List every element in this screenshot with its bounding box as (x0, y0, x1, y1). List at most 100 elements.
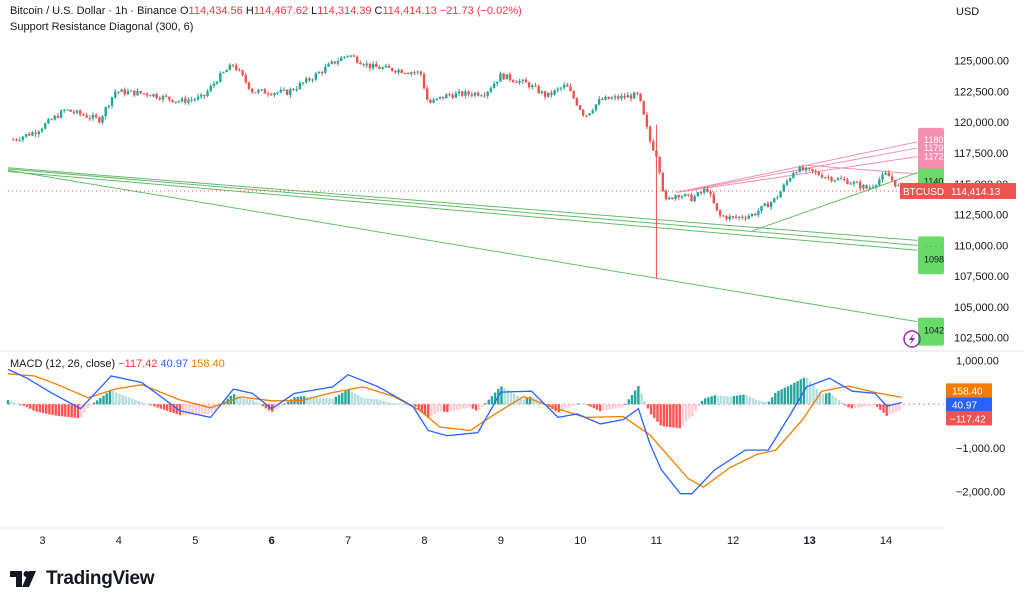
candle-body[interactable] (136, 90, 139, 96)
macd-histogram-bar[interactable] (388, 402, 392, 405)
macd-histogram-bar[interactable] (312, 397, 315, 405)
macd-histogram-bar[interactable] (121, 394, 124, 405)
candle-body[interactable] (40, 128, 44, 132)
candle-body[interactable] (432, 99, 435, 103)
macd-histogram-bar[interactable] (739, 395, 742, 405)
candle-body[interactable] (327, 63, 330, 67)
candle-body[interactable] (336, 61, 340, 64)
candle-body[interactable] (852, 181, 856, 184)
macd-histogram-bar[interactable] (57, 404, 61, 417)
macd-histogram-bar[interactable] (306, 396, 309, 405)
candle-body[interactable] (476, 92, 480, 96)
candle-body[interactable] (410, 72, 413, 74)
macd-histogram-bar[interactable] (474, 404, 478, 411)
candle-body[interactable] (56, 115, 60, 118)
macd-histogram-bar[interactable] (134, 399, 137, 405)
macd-histogram-bar[interactable] (681, 404, 685, 426)
macd-histogram-bar[interactable] (89, 404, 92, 406)
macd-histogram-bar[interactable] (124, 396, 127, 405)
candle-body[interactable] (429, 99, 432, 103)
candle-body[interactable] (779, 191, 782, 198)
macd-histogram-bar[interactable] (560, 404, 564, 411)
candle-body[interactable] (658, 156, 661, 173)
candle-body[interactable] (655, 150, 658, 157)
candle-body[interactable] (470, 94, 473, 96)
macd-histogram-bar[interactable] (255, 401, 258, 405)
candle-body[interactable] (540, 91, 544, 94)
macd-histogram-bar[interactable] (532, 397, 535, 405)
macd-histogram-bar[interactable] (707, 397, 710, 405)
candle-body[interactable] (734, 216, 738, 218)
macd-histogram-bar[interactable] (847, 404, 850, 408)
candle-body[interactable] (480, 95, 483, 97)
macd-histogram-bar[interactable] (669, 404, 672, 428)
macd-histogram-bar[interactable] (487, 399, 490, 405)
macd-histogram-bar[interactable] (341, 392, 344, 405)
candle-body[interactable] (566, 84, 569, 87)
macd-histogram-bar[interactable] (150, 404, 153, 406)
macd-histogram-bar[interactable] (95, 400, 99, 405)
candle-body[interactable] (123, 89, 126, 95)
candle-body[interactable] (184, 98, 187, 103)
candle-body[interactable] (712, 194, 715, 204)
macd-histogram-bar[interactable] (637, 386, 640, 405)
candle-body[interactable] (626, 95, 629, 98)
candle-body[interactable] (394, 70, 397, 73)
macd-histogram-bar[interactable] (213, 404, 217, 410)
macd-histogram-bar[interactable] (76, 404, 80, 419)
candle-body[interactable] (894, 180, 897, 187)
candle-body[interactable] (72, 111, 76, 113)
candle-body[interactable] (531, 85, 534, 88)
macd-histogram-bar[interactable] (856, 404, 860, 408)
candle-body[interactable] (499, 73, 502, 82)
candle-body[interactable] (553, 90, 556, 95)
candle-body[interactable] (37, 131, 41, 135)
candle-body[interactable] (282, 89, 286, 91)
candle-body[interactable] (489, 88, 493, 92)
macd-histogram-bar[interactable] (118, 393, 121, 405)
macd-histogram-bar[interactable] (834, 397, 837, 405)
candle-body[interactable] (168, 96, 171, 100)
macd-histogram-bar[interactable] (64, 404, 67, 417)
macd-histogram-bar[interactable] (879, 404, 882, 410)
macd-histogram-bar[interactable] (688, 404, 691, 419)
candle-body[interactable] (760, 205, 763, 211)
candle-body[interactable] (585, 115, 588, 117)
candle-body[interactable] (527, 82, 531, 88)
candle-body[interactable] (79, 110, 82, 115)
macd-histogram-bar[interactable] (640, 393, 643, 405)
macd-histogram-bar[interactable] (468, 404, 471, 408)
candle-body[interactable] (330, 61, 333, 64)
macd-histogram-bar[interactable] (729, 396, 732, 405)
macd-histogram-bar[interactable] (783, 387, 787, 405)
macd-histogram-bar[interactable] (353, 393, 357, 405)
candle-body[interactable] (142, 93, 146, 95)
macd-histogram-bar[interactable] (25, 404, 29, 408)
candle-body[interactable] (215, 81, 219, 84)
candle-body[interactable] (785, 181, 789, 185)
macd-histogram-bar[interactable] (872, 404, 876, 406)
macd-histogram-bar[interactable] (143, 403, 147, 405)
candle-body[interactable] (804, 167, 808, 171)
macd-histogram-bar[interactable] (442, 404, 446, 412)
candle-body[interactable] (639, 93, 642, 102)
candle-body[interactable] (359, 62, 362, 65)
candle-body[interactable] (473, 92, 477, 96)
candle-body[interactable] (250, 88, 254, 93)
candle-body[interactable] (461, 91, 464, 96)
candle-body[interactable] (18, 139, 21, 141)
macd-histogram-bar[interactable] (844, 404, 847, 406)
macd-histogram-bar[interactable] (280, 404, 283, 406)
macd-histogram-bar[interactable] (704, 398, 707, 405)
candle-body[interactable] (556, 88, 559, 91)
macd-histogram-bar[interactable] (875, 404, 879, 407)
candle-body[interactable] (661, 172, 665, 191)
macd-histogram-bar[interactable] (86, 404, 89, 408)
candle-body[interactable] (260, 89, 263, 91)
macd-histogram-bar[interactable] (583, 404, 586, 406)
macd-histogram-bar[interactable] (691, 404, 694, 417)
support-line-4[interactable] (7, 169, 918, 323)
macd-histogram-bar[interactable] (191, 404, 194, 415)
candle-body[interactable] (171, 99, 174, 103)
candle-body[interactable] (75, 110, 79, 113)
